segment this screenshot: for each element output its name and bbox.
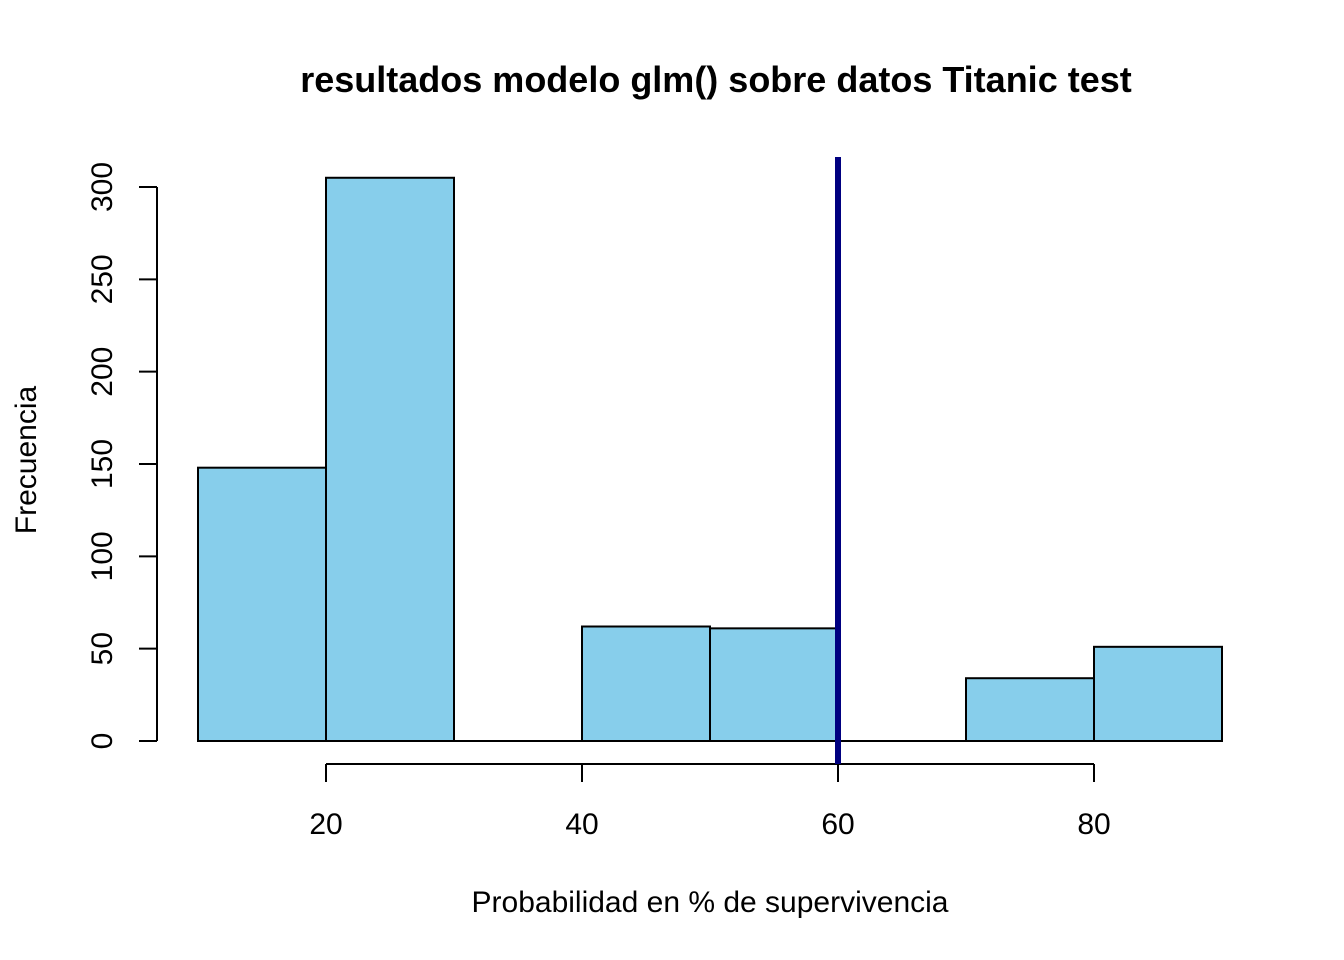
y-tick-label: 200 bbox=[86, 347, 119, 397]
y-tick-label: 250 bbox=[86, 254, 119, 304]
x-tick-label: 60 bbox=[821, 808, 854, 841]
x-axis: 20 40 60 80 bbox=[309, 763, 1111, 841]
histogram-bar bbox=[325, 176, 455, 742]
y-tick-label: 100 bbox=[86, 531, 119, 581]
chart-title: resultados modelo glm() sobre datos Tita… bbox=[300, 59, 1131, 100]
histogram-bar bbox=[965, 677, 1095, 742]
y-axis: 0 50 100 150 200 250 300 bbox=[86, 162, 158, 750]
x-axis-label: Probabilidad en % de supervivencia bbox=[472, 886, 949, 919]
histogram-bar bbox=[581, 625, 711, 742]
y-axis-label: Frecuencia bbox=[10, 385, 43, 534]
y-tick-label: 300 bbox=[86, 162, 119, 212]
histogram-bar bbox=[1093, 645, 1223, 743]
x-tick-label: 40 bbox=[565, 808, 598, 841]
histogram-bar bbox=[709, 627, 839, 742]
y-tick-label: 150 bbox=[86, 439, 119, 489]
x-tick-label: 80 bbox=[1077, 808, 1110, 841]
histogram-bar bbox=[197, 466, 327, 742]
x-tick-label: 20 bbox=[309, 808, 342, 841]
y-tick-label: 0 bbox=[86, 733, 119, 750]
bars-group bbox=[197, 176, 1223, 743]
y-tick-label: 50 bbox=[86, 632, 119, 665]
